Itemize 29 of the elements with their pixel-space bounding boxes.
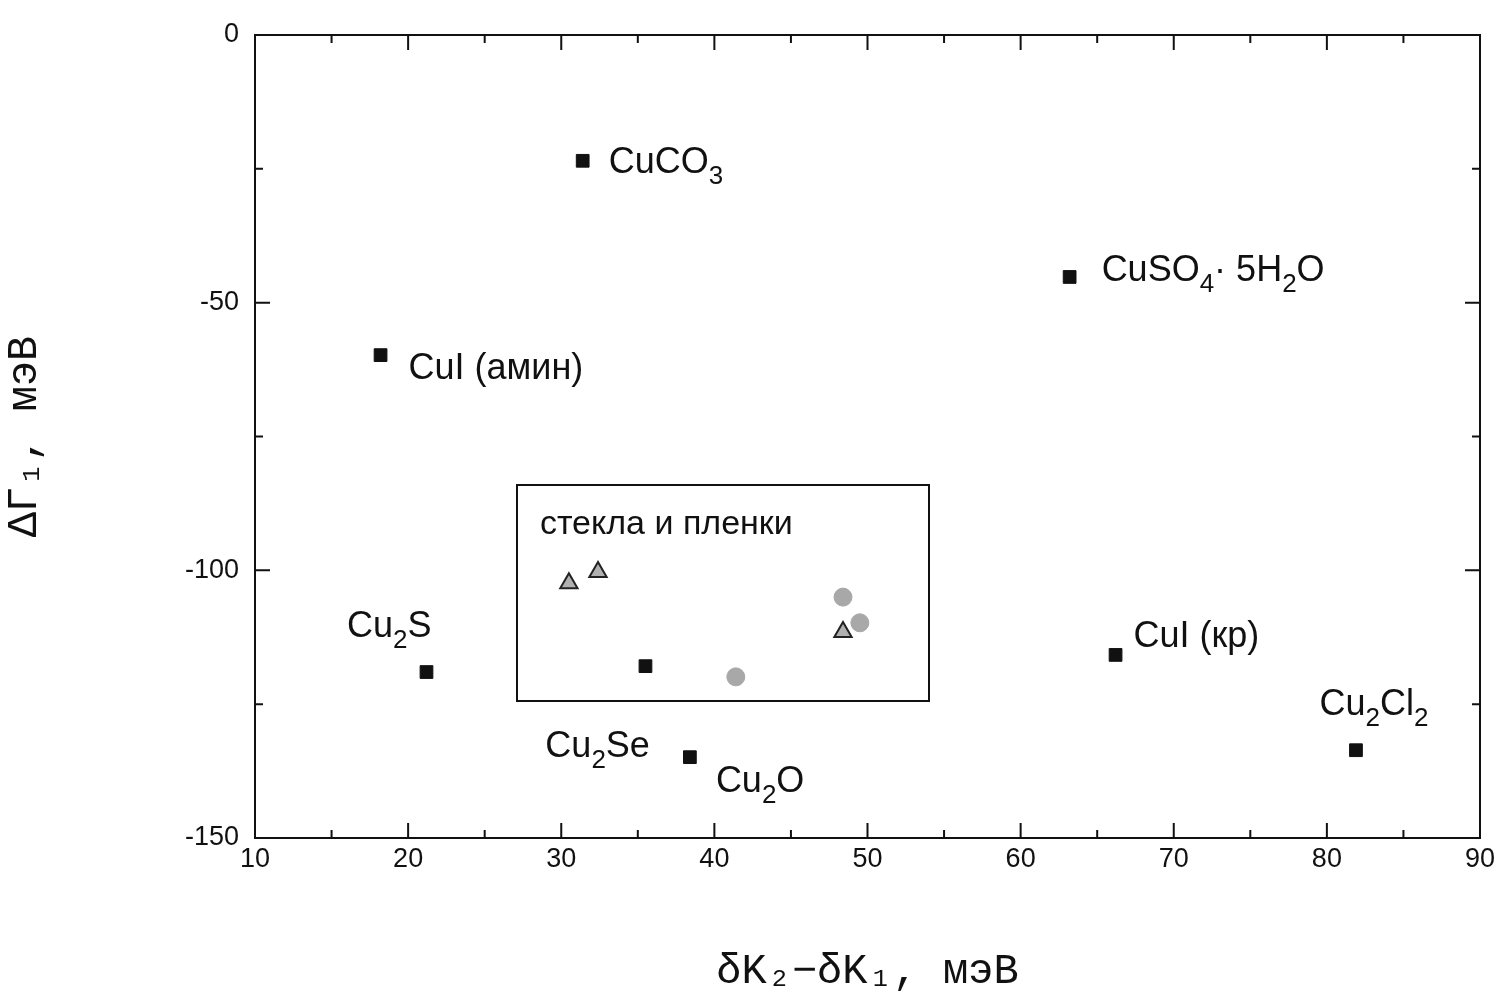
y-axis-title: ΔΓ₁, мэВ bbox=[1, 335, 50, 538]
y-tick-label: -100 bbox=[184, 553, 239, 584]
x-tick-label: 10 bbox=[239, 842, 271, 873]
x-tick-label: 60 bbox=[1005, 842, 1036, 873]
y-tick-label: -50 bbox=[199, 286, 239, 317]
x-tick-label: 30 bbox=[546, 842, 577, 873]
x-tick-label: 80 bbox=[1311, 842, 1342, 873]
point bbox=[683, 750, 697, 765]
point bbox=[575, 153, 590, 168]
x-tick-label: 70 bbox=[1158, 842, 1189, 873]
point bbox=[419, 665, 434, 679]
point bbox=[726, 667, 746, 687]
x-axis-title: δK₂−δK₁, мэВ bbox=[716, 947, 1019, 996]
annotation: CuI (амин) bbox=[408, 346, 584, 388]
point bbox=[638, 659, 653, 674]
x-tick-label: 90 bbox=[1464, 842, 1496, 873]
point bbox=[1349, 743, 1363, 758]
y-tick-label: -150 bbox=[184, 821, 239, 852]
y-tick-label: 0 bbox=[223, 18, 239, 49]
point bbox=[373, 348, 388, 362]
x-tick-label: 50 bbox=[852, 842, 883, 873]
point bbox=[1062, 270, 1077, 284]
point bbox=[1108, 648, 1123, 662]
annotation: стекла и пленки bbox=[539, 502, 793, 541]
x-tick-label: 20 bbox=[393, 842, 424, 873]
point bbox=[833, 587, 853, 607]
annotation: CuI (кр) bbox=[1133, 613, 1260, 655]
x-tick-label: 40 bbox=[699, 842, 730, 873]
point bbox=[850, 613, 870, 633]
